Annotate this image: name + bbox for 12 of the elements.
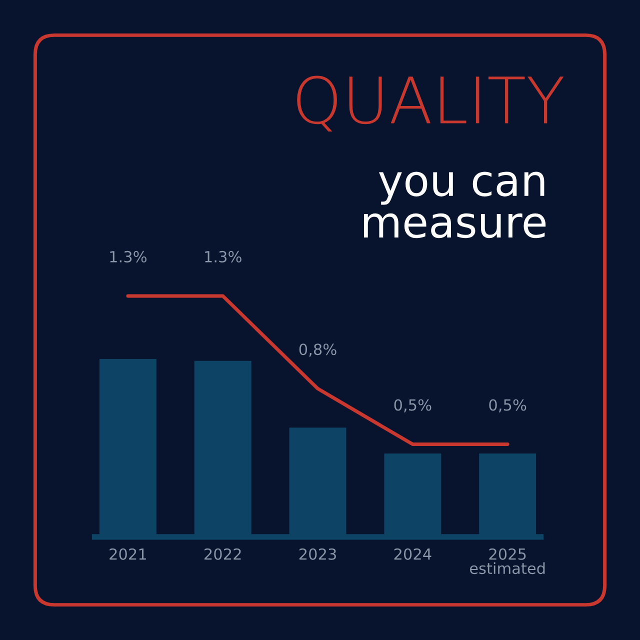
chart-title: QUALITY — [297, 76, 564, 132]
data-label: 1.3% — [205, 250, 242, 262]
data-label: 0,5% — [394, 399, 432, 412]
data-label: 0,5% — [489, 399, 526, 412]
x-tick-label: 2022 — [204, 548, 241, 560]
data-label: 0,8% — [299, 344, 336, 357]
x-tick-label: 2024 — [394, 548, 432, 560]
chart-subtitle: you can measure — [364, 172, 546, 238]
x-tick-label: 2025 estimated — [470, 548, 545, 574]
data-label: 1.3% — [110, 250, 147, 262]
x-tick-label: 2023 — [299, 548, 336, 560]
x-tick-label: 2021 — [110, 548, 146, 560]
